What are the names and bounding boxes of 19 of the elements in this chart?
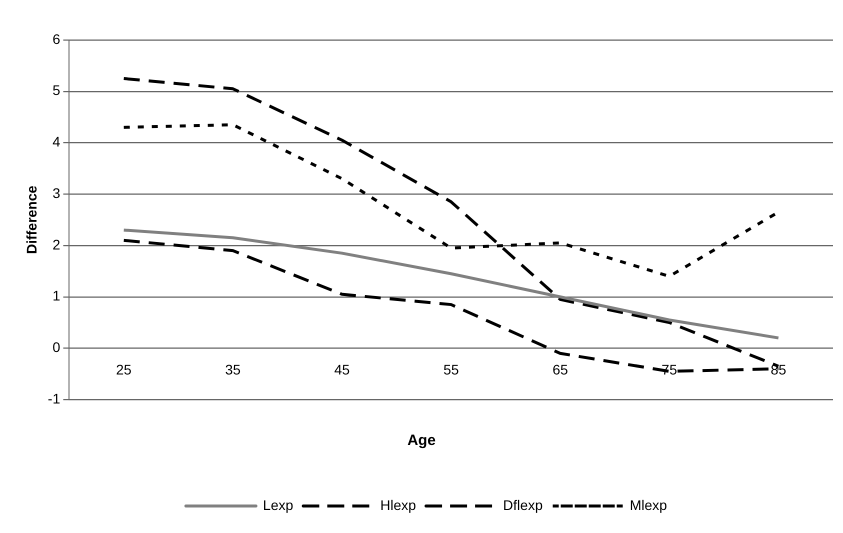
y-tick-label: 0 [52,339,60,356]
y-tick-label: 6 [52,30,60,47]
x-tick-label: 25 [116,361,132,378]
legend-label: Dflexp [503,496,543,513]
y-tick-label: 1 [52,288,60,304]
x-tick-label: 55 [443,361,460,378]
legend-label: Hlexp [380,496,416,513]
legend-label: Mlexp [630,496,668,513]
y-tick-label: 2 [52,236,60,252]
x-tick-label: 65 [552,361,568,378]
legend-label: Lexp [262,496,294,513]
y-tick-label: 4 [52,134,60,150]
y-tick-label: 3 [52,184,60,201]
x-tick-label: 35 [225,361,241,378]
x-tick-label: 45 [334,361,350,378]
y-tick-label: 5 [52,82,60,98]
y-tick-label: -1 [48,390,60,406]
x-axis-title: Age [406,432,437,449]
y-axis-title: Difference [23,185,40,254]
